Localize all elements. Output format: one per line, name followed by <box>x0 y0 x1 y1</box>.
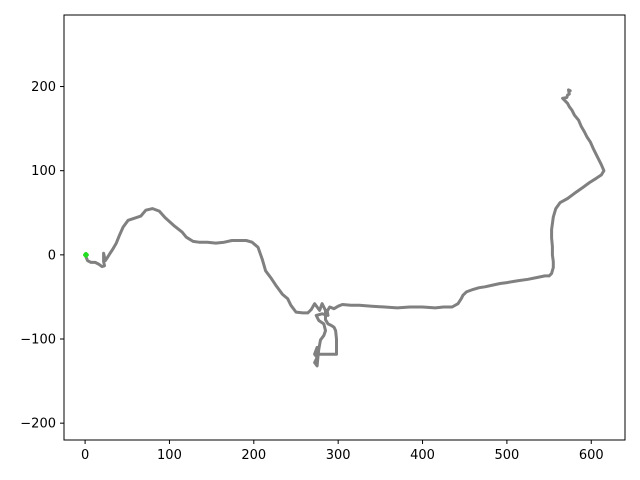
trajectory-series <box>83 88 606 368</box>
x-tick-label: 500 <box>494 448 519 463</box>
x-tick-label: 600 <box>579 448 604 463</box>
x-tick-label: 400 <box>410 448 435 463</box>
y-tick-label: −200 <box>20 417 56 432</box>
start-marker-series <box>83 252 89 258</box>
y-tick-label: 0 <box>48 248 56 263</box>
x-tick-label: 0 <box>81 448 89 463</box>
y-tick-label: 100 <box>31 164 56 179</box>
x-axis: 0 100 200 300 400 500 600 <box>81 440 604 463</box>
series-layer <box>83 88 606 368</box>
x-tick-label: 100 <box>157 448 182 463</box>
x-tick-label: 200 <box>241 448 266 463</box>
plot-frame <box>63 14 626 441</box>
y-axis: −200 −100 0 100 200 <box>20 80 64 432</box>
y-tick-label: −100 <box>20 333 56 348</box>
y-tick-label: 200 <box>31 80 56 95</box>
x-tick-label: 300 <box>326 448 351 463</box>
